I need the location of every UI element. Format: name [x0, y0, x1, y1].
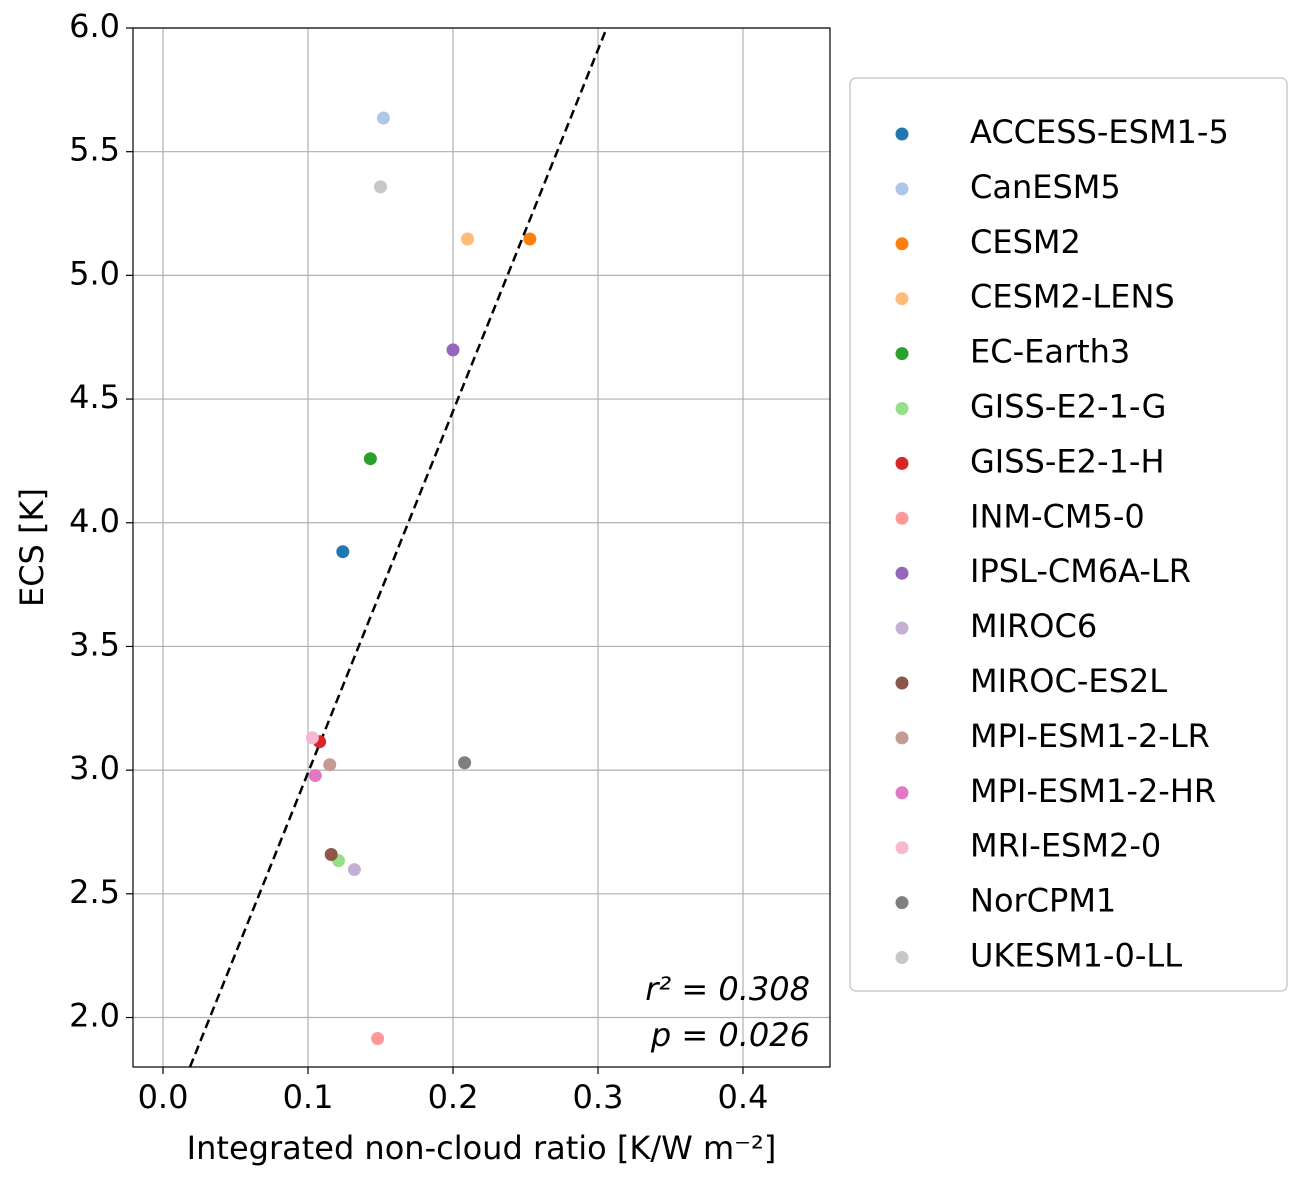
legend-label: INM-CM5-0	[970, 497, 1145, 535]
y-tick-label: 4.0	[69, 502, 120, 540]
legend-marker	[895, 731, 909, 745]
legend-marker	[895, 182, 909, 196]
legend-label: MRI-ESM2-0	[970, 827, 1161, 865]
x-tick-label: 0.0	[138, 1078, 189, 1116]
fit-line	[188, 28, 608, 1067]
legend-marker	[895, 621, 909, 635]
legend-label: ACCESS-ESM1-5	[970, 113, 1229, 151]
point	[308, 769, 322, 783]
legend-label: EC-Earth3	[970, 333, 1130, 371]
plot-frame	[132, 27, 831, 1068]
legend-label: MIROC6	[970, 607, 1097, 645]
legend-marker	[895, 896, 909, 910]
legend-marker	[895, 841, 909, 855]
legend-label: CESM2-LENS	[970, 278, 1175, 316]
legend-marker	[895, 511, 909, 525]
legend-label: MPI-ESM1-2-LR	[970, 717, 1210, 755]
legend-label: GISS-E2-1-H	[970, 442, 1165, 480]
legend-marker	[895, 237, 909, 251]
point	[324, 847, 338, 861]
legend-marker	[895, 456, 909, 470]
x-tick-label: 0.2	[428, 1078, 479, 1116]
point	[305, 731, 319, 745]
point	[446, 343, 460, 357]
legend-label: IPSL-CM6A-LR	[970, 552, 1191, 590]
point	[374, 180, 388, 194]
legend-marker	[895, 127, 909, 141]
point	[323, 758, 337, 772]
legend-label: CESM2	[970, 223, 1081, 261]
point	[523, 232, 537, 246]
x-tick-label: 0.3	[573, 1078, 624, 1116]
legend-label: MPI-ESM1-2-HR	[970, 772, 1216, 810]
legend-label: CanESM5	[970, 168, 1121, 206]
point	[371, 1032, 385, 1046]
legend-marker	[895, 951, 909, 964]
legend-marker	[895, 292, 909, 306]
legend-box	[849, 77, 1288, 992]
point	[376, 111, 390, 125]
point	[363, 452, 377, 466]
legend-label: GISS-E2-1-G	[970, 388, 1166, 426]
legend-label: NorCPM1	[970, 882, 1116, 920]
y-axis-label: ECS [K]	[13, 488, 51, 607]
legend-marker	[895, 676, 909, 690]
legend-label: MIROC-ES2L	[970, 662, 1167, 700]
y-tick-label: 3.5	[69, 625, 120, 663]
annotation: p = 0.026	[650, 1016, 810, 1054]
legend-marker	[895, 566, 909, 580]
y-tick-label: 2.0	[69, 997, 120, 1035]
y-tick-label: 2.5	[69, 873, 120, 911]
annotation: r² = 0.308	[645, 970, 810, 1008]
y-tick-label: 6.0	[69, 7, 120, 45]
x-tick-label: 0.4	[718, 1078, 769, 1116]
point	[461, 232, 475, 246]
legend-label: UKESM1-0-LL	[970, 937, 1182, 975]
point	[336, 545, 350, 559]
y-tick-label: 3.0	[69, 749, 120, 787]
point	[458, 756, 472, 770]
y-tick-label: 4.5	[69, 378, 120, 416]
legend-marker	[895, 402, 909, 415]
y-tick-label: 5.0	[69, 254, 120, 292]
point	[347, 863, 361, 877]
x-axis-label: Integrated non-cloud ratio [K/W m⁻²]	[187, 1129, 777, 1167]
x-tick-label: 0.1	[283, 1078, 334, 1116]
legend-marker	[895, 347, 909, 361]
y-tick-label: 5.5	[69, 131, 120, 169]
legend-marker	[895, 786, 909, 800]
